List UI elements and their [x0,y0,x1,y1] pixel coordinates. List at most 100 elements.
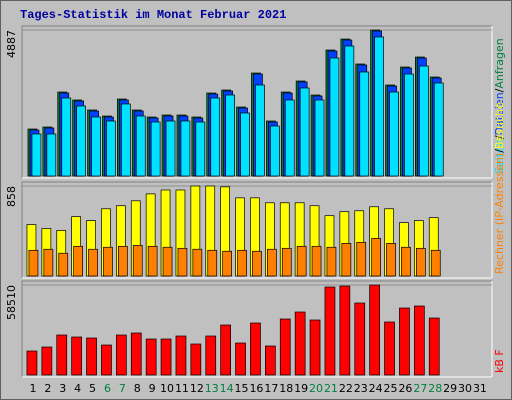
bar [404,73,414,177]
x-tick-label: 14 [220,382,234,395]
x-tick-label: 13 [205,382,219,395]
bar [399,307,410,376]
bar [270,125,280,177]
legend-entry: Anfragen [493,38,506,88]
bar [324,286,336,376]
bar [160,338,172,376]
bar [61,97,72,177]
bar [130,332,142,376]
x-tick-label: 9 [149,382,156,395]
x-tick-label: 2 [44,382,51,395]
bar [354,302,366,376]
bar [120,103,131,177]
bar [195,121,206,177]
bar [31,133,42,177]
x-tick-label: 25 [384,382,398,395]
bar [177,247,188,277]
bar [26,350,38,376]
bar [314,99,325,177]
bar [356,241,367,277]
legend-entry: Seiten [493,139,506,174]
x-tick-label: 22 [339,382,353,395]
bar [265,345,276,376]
bar [225,94,235,177]
legend-separator: / [493,88,506,92]
bar [240,112,250,177]
x-tick-label: 27 [413,382,427,395]
bar [106,120,116,177]
bar [207,249,218,277]
bar [101,344,112,376]
bar [428,317,440,376]
bar [76,105,87,177]
bar [28,249,39,277]
x-tick-label: 15 [235,382,249,395]
legend-separator: / [493,135,506,139]
bar [88,248,98,277]
legend-entry: Rechner (IP-Adressen) [493,153,506,274]
bar [384,321,395,376]
bar [135,115,146,177]
legend-entry: Dateien [493,92,506,135]
bar [369,284,380,376]
legend-separator: / [493,149,506,153]
bar [210,97,221,177]
bar [309,319,321,376]
chart-title: Tages-Statistik im Monat Februar 2021 [20,8,286,22]
bar [192,248,203,277]
bar [41,346,53,376]
bar [371,238,381,277]
bar [147,245,158,277]
legend-entry: Besuche [493,102,506,149]
x-tick-label: 8 [134,382,141,395]
bar [220,324,231,376]
bar [162,246,173,277]
bar [58,252,69,277]
bar [341,243,352,277]
bar [389,91,399,177]
x-tick-label: 26 [398,382,412,395]
bar [165,120,176,177]
legend: Seiten/Dateien/Anfragen [493,38,506,174]
bar [43,248,54,277]
bar [250,322,261,376]
bar [401,246,411,277]
bar [91,116,101,177]
bar [419,65,429,177]
bar [374,36,384,177]
bar [279,318,291,376]
bar [294,311,306,376]
bar [150,121,161,177]
bar [56,334,68,376]
bar [145,338,157,376]
bar [267,248,277,277]
bar [299,87,310,177]
x-tick-label: 7 [119,382,126,395]
x-tick-label: 30 [458,382,472,395]
y-tick-label: 58510 [5,285,18,320]
bar [339,285,351,376]
x-tick-label: 17 [264,382,278,395]
x-tick-label: 21 [324,382,338,395]
bar [73,245,84,277]
bar [235,342,246,376]
bar [71,336,83,376]
x-tick-label: 23 [354,382,368,395]
x-tick-label: 29 [443,382,457,395]
bar [359,71,370,177]
bar [311,245,322,277]
bar [430,249,441,277]
bar [296,245,307,277]
bar [175,335,187,376]
legend-entry: kB F [493,349,506,373]
x-tick-label: 18 [279,382,293,395]
bar [86,337,97,376]
x-tick-label: 6 [104,382,111,395]
bar [132,245,143,277]
bar [222,250,232,277]
bar [284,99,295,177]
bar [344,45,355,177]
bar [117,245,128,277]
bar [205,335,217,376]
